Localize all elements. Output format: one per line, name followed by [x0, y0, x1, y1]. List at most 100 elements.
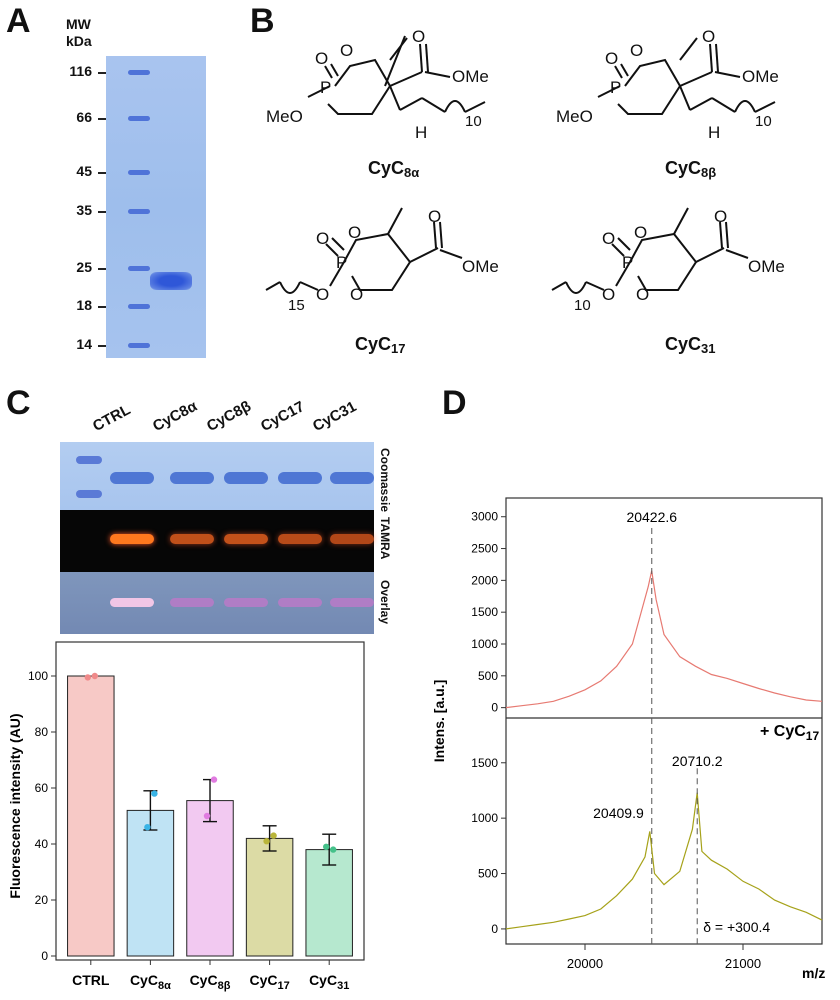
ome-label-17: OMe: [462, 257, 499, 276]
bar: [305, 849, 353, 957]
strip-label: Coomassie: [378, 448, 392, 513]
ms-y-tick-label: 2000: [471, 573, 498, 587]
y-tick-label: 100: [28, 669, 48, 683]
gel-c-overlay-strip: [60, 572, 374, 634]
mw-marker-tick: [98, 211, 106, 213]
ester-o-17: O: [316, 285, 329, 304]
label-cyc8b: CyC8β: [665, 158, 717, 180]
meo-label-8b: MeO: [556, 107, 593, 126]
x-tick-label: CyC31: [309, 972, 349, 992]
tamra-band: [330, 534, 374, 544]
ladder-band: [76, 490, 102, 498]
strip-label: Overlay: [378, 580, 392, 625]
ms-y-tick-label: 1000: [471, 637, 498, 651]
strip-label: TAMRA: [378, 517, 392, 560]
mw-marker-tick: [98, 72, 106, 74]
ms-content: 0 500 1000 1500 2000 2500 3000 20422.6 0 500 1000 1…: [471, 509, 823, 971]
h-label-8b: H: [708, 123, 720, 142]
ladder-band: [128, 343, 150, 348]
data-point: [323, 843, 330, 850]
ladder-band: [128, 116, 150, 121]
ladder-band: [128, 266, 150, 271]
gel-c-coomassie-strip: [60, 442, 374, 510]
ms-y-tick-label: 0: [491, 701, 498, 715]
mw-marker-label: 14: [76, 336, 92, 352]
data-point: [330, 846, 337, 853]
p-label-8b: P: [610, 78, 621, 97]
ms-x-tick-label: 21000: [725, 956, 761, 971]
label-cyc8a: CyC8α: [368, 158, 420, 180]
mw-marker-tick: [98, 172, 106, 174]
ome-label-8a: OMe: [452, 67, 489, 86]
ome-label-8b: OMe: [742, 67, 779, 86]
bar: [67, 675, 115, 957]
ms-y-tick-label: 3000: [471, 510, 498, 524]
ms-y-axis-label: Intens. [a.u.]: [431, 680, 447, 762]
carbonyl-o-8a: O: [412, 27, 425, 46]
cyc17-annotation: + CyC17: [760, 723, 819, 743]
peak-label: 20409.9: [593, 805, 644, 821]
delta-label: δ = +300.4: [703, 919, 770, 935]
data-point: [144, 824, 151, 831]
mw-marker-label: 45: [76, 163, 92, 179]
ring-o2-31: O: [636, 285, 649, 304]
y-axis-ticks: 0 20 40 60 80 100: [28, 669, 56, 963]
ome-label-31: OMe: [748, 257, 785, 276]
ladder-band: [76, 456, 102, 464]
structure-cyc8b: [597, 37, 776, 115]
ms-frame: [505, 497, 823, 945]
o-label-17: O: [316, 229, 329, 248]
structure-cyc8a: [307, 35, 486, 115]
ms-y-tick-label: 1000: [471, 811, 498, 825]
overlay-band: [224, 598, 268, 607]
mw-marker-label: 66: [76, 109, 92, 125]
x-tick-label: CyC17: [249, 972, 289, 992]
ring-o2-17: O: [350, 285, 363, 304]
mw-marker-label: 18: [76, 297, 92, 313]
ring-o-label-8a: O: [340, 41, 353, 60]
lane-label: CyC31: [310, 398, 360, 435]
data-point: [270, 832, 277, 839]
bar: [126, 809, 175, 957]
data-point: [210, 776, 218, 783]
o-label-8b: O: [605, 49, 618, 68]
mw-title-line1: MW: [66, 16, 91, 32]
panel-label-a: A: [6, 2, 31, 40]
lane-label: CyC8β: [204, 397, 254, 435]
n10-label-31: 10: [574, 297, 591, 314]
bar: [245, 837, 294, 957]
ladder-band: [128, 209, 150, 214]
carbonyl-o-17: O: [428, 207, 441, 226]
x-tick-label: CyC8α: [130, 972, 171, 992]
peak-label: 20422.6: [626, 509, 677, 525]
ms-x-axis-label: m/z: [802, 965, 825, 981]
ladder-band: [128, 170, 150, 175]
ring-o-label-8b: O: [630, 41, 643, 60]
label-cyc31: CyC31: [665, 334, 716, 356]
y-tick-label: 0: [41, 949, 48, 963]
h-label-8a: H: [415, 123, 427, 142]
lane-label: CTRL: [90, 401, 134, 435]
mw-marker-tick: [98, 118, 106, 120]
coomassie-band: [170, 472, 214, 484]
bars: [67, 672, 353, 957]
coomassie-band: [278, 472, 322, 484]
p-label-8a: P: [320, 78, 331, 97]
mw-marker-label: 35: [76, 202, 92, 218]
x-tick-label: CTRL: [72, 972, 110, 988]
p-label-17: P: [336, 253, 347, 272]
coomassie-band: [224, 472, 268, 484]
gel-a-protein-band: [150, 272, 192, 290]
x-axis-labels: CTRL CyC8α CyC8β CyC17 CyC31: [72, 960, 349, 992]
y-tick-label: 20: [35, 893, 49, 907]
structure-cyc31: [551, 207, 749, 294]
ester-o-31: O: [602, 285, 615, 304]
overlay-band: [330, 598, 374, 607]
y-tick-label: 40: [35, 837, 49, 851]
panel-label-c: C: [6, 384, 31, 422]
ms-y-tick-label: 500: [478, 867, 498, 881]
mw-marker-tick: [98, 306, 106, 308]
p-label-31: P: [622, 253, 633, 272]
ms-y-tick-label: 1500: [471, 605, 498, 619]
ladder-band: [128, 70, 150, 75]
